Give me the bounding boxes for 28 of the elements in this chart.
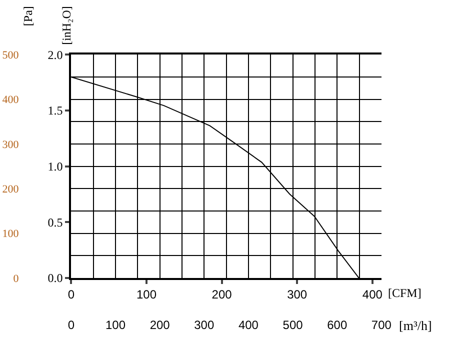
x-tick-label: 300 [287,287,308,302]
x2-tick-label: 700 [371,318,392,332]
y2-axis-title: [inH₂O] [60,6,74,45]
y-tick-label: 100 [2,228,20,240]
y-tick-label: 300 [2,138,20,151]
x-tick-label: 200 [212,287,232,302]
x2-tick-label: 400 [238,318,259,332]
x2-tick-label: 600 [327,318,348,332]
x2-tick-label: 200 [150,318,170,332]
x2-tick-label: 500 [282,318,304,332]
y-tick-label: 200 [2,183,20,196]
y2-tick-label: 1.5 [48,104,63,118]
y-tick-label: 500 [2,50,20,62]
x2-tick-label: 100 [105,318,126,332]
x-tick-label: 0 [68,287,75,302]
x-axis-title: [CFM] [388,286,422,300]
y2-tick-label: 0.5 [48,215,63,230]
x-tick-label: 100 [136,287,157,302]
x2-tick-label: 300 [194,318,214,332]
y2-tick-label: 1.0 [48,160,63,174]
y2-tick-label: 2.0 [48,48,63,62]
x-tick-label: 400 [362,287,383,302]
x2-axis-title: [m³/h] [399,318,432,333]
y-axis-title: [Pa] [20,6,35,26]
y-tick-label: 0 [13,272,20,285]
y2-tick-label: 0.0 [48,271,63,286]
y-tick-label: 400 [2,94,20,106]
x2-tick-label: 0 [68,318,75,332]
